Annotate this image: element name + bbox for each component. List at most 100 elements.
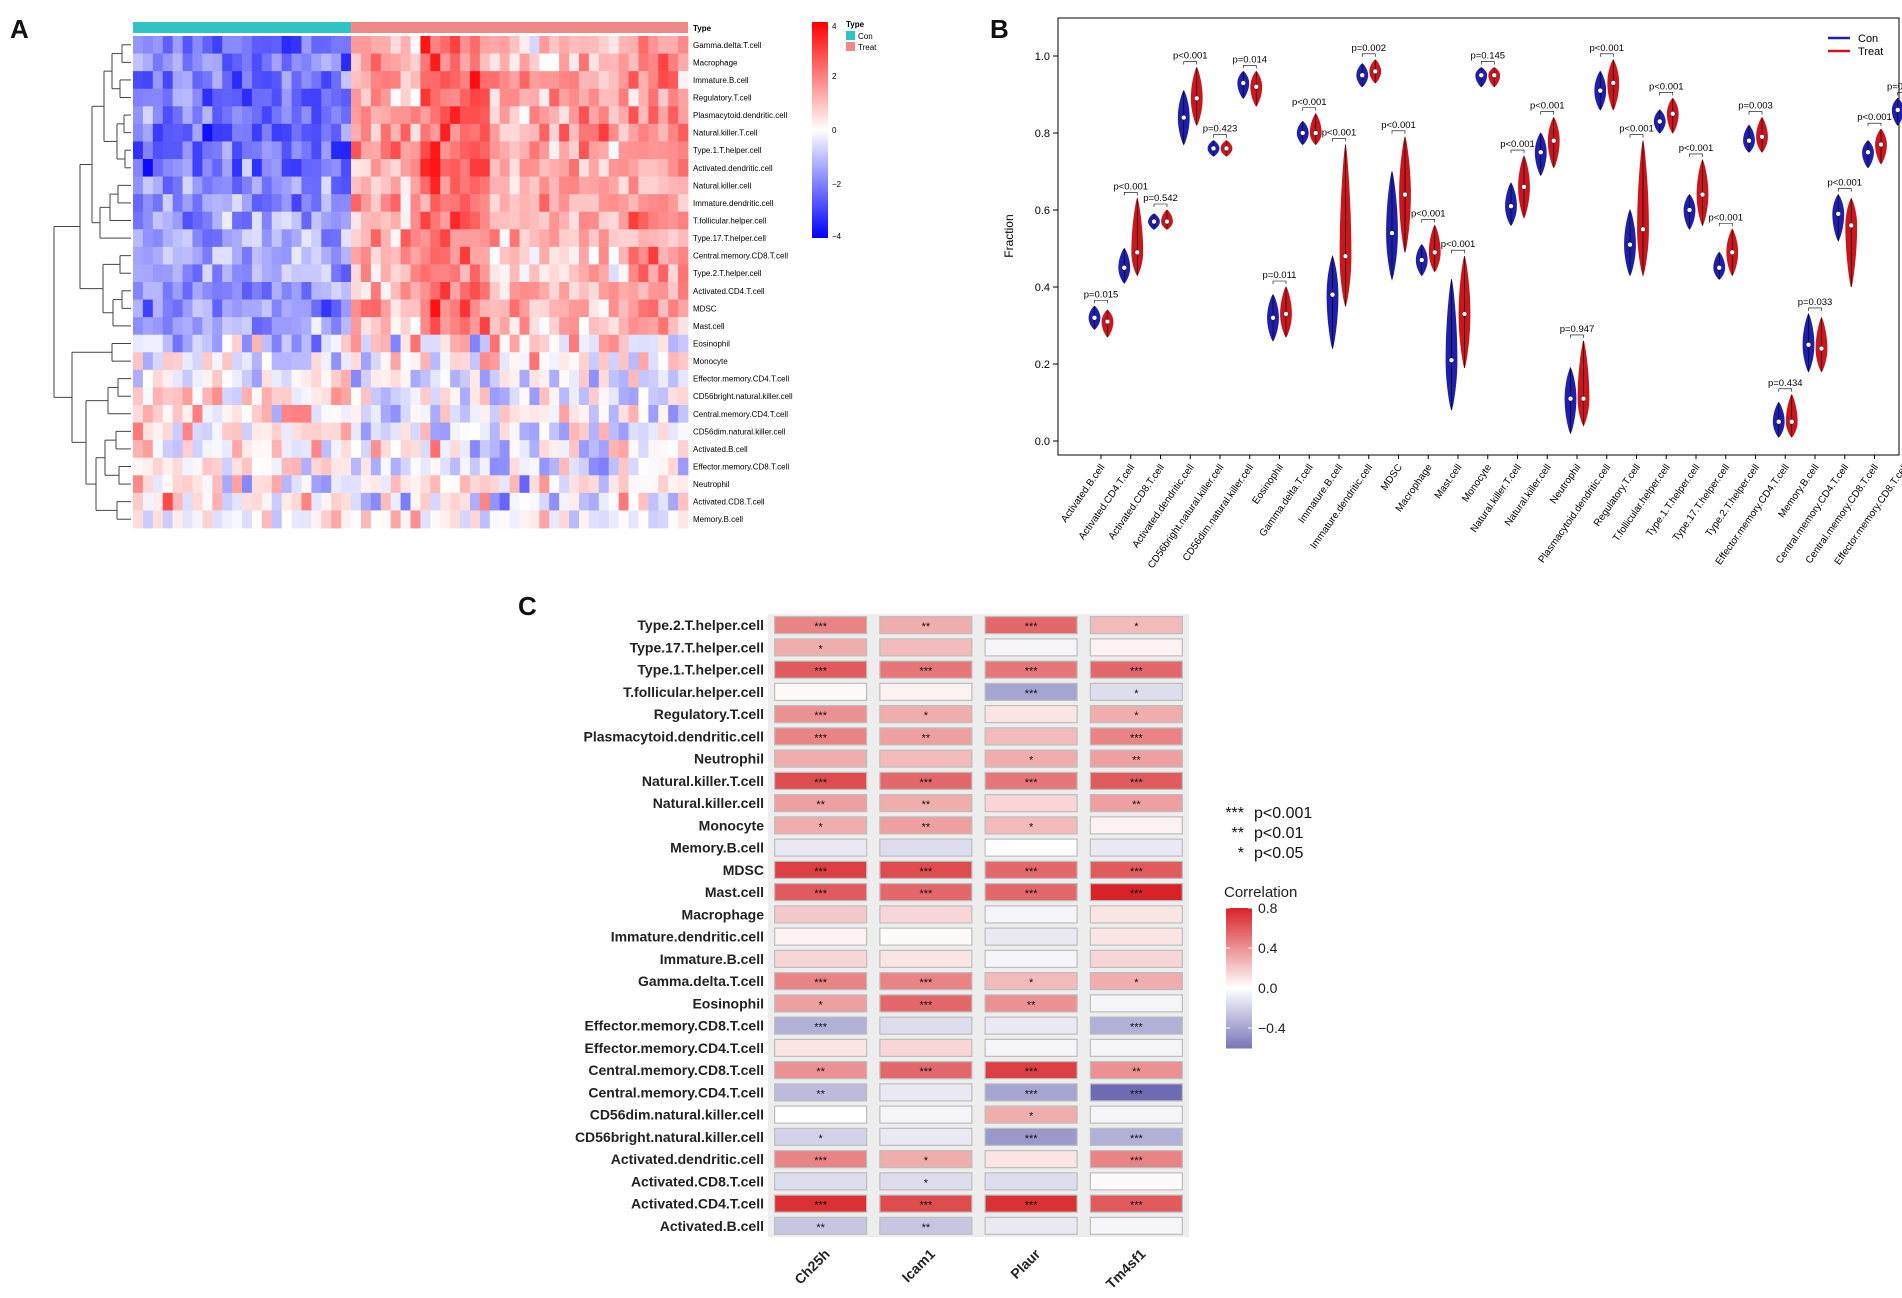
heatmap-cell [430, 475, 441, 494]
heatmap-cell [261, 36, 273, 54]
correlation-cell [984, 1038, 1078, 1057]
heatmap-cell [668, 194, 679, 213]
heatmap-cell [162, 141, 174, 160]
heatmap-cell [450, 246, 461, 265]
colorbar-segment [1226, 1031, 1252, 1035]
heatmap-cell [618, 264, 629, 283]
significance-stars: *** [919, 999, 933, 1011]
heatmap-cell [400, 211, 411, 230]
row-label: Activated.dendritic.cell [611, 1151, 764, 1167]
heatmap-cell [598, 510, 610, 529]
heatmap-cell [301, 492, 312, 511]
heatmap-cell [380, 106, 392, 125]
heatmap-cell [588, 53, 600, 72]
heatmap-row-label: CD56dim.natural.killer.cell [693, 427, 786, 436]
correlation-cell [879, 749, 973, 768]
heatmap-cell [559, 422, 570, 441]
heatmap-cell [608, 71, 620, 90]
heatmap-cell [638, 194, 649, 213]
heatmap-cell [608, 36, 620, 54]
heatmap-cell [380, 53, 392, 72]
heatmap-cell [469, 492, 481, 511]
heatmap-cell [390, 369, 401, 388]
heatmap-cell [142, 194, 154, 213]
heatmap-cell [142, 229, 154, 248]
heatmap-cell [251, 387, 263, 406]
heatmap-cell [172, 176, 183, 195]
heatmap-cell [380, 405, 392, 423]
heatmap-cell [648, 457, 659, 476]
heatmap-cell [648, 71, 659, 90]
significance-stars: *** [1130, 1022, 1144, 1034]
heatmap-cell [360, 299, 372, 318]
heatmap-cell [192, 229, 203, 248]
group-legend-title: Type [846, 20, 865, 29]
heatmap-cell [321, 36, 332, 54]
heatmap-cell [479, 422, 491, 441]
heatmap-cell [212, 211, 223, 230]
heatmap-cell [291, 369, 302, 388]
heatmap-cell [370, 194, 382, 213]
heatmap-cell [559, 264, 570, 283]
heatmap-cell [182, 475, 193, 494]
heatmap-cell [321, 71, 332, 90]
heatmap-cell [192, 405, 203, 423]
heatmap-cell [341, 369, 352, 388]
y-tick-label: 0.6 [1035, 205, 1050, 217]
heatmap-cell [539, 264, 550, 283]
heatmap-cell [658, 475, 669, 494]
heatmap-cell [390, 176, 401, 195]
violin-median [1759, 134, 1765, 140]
heatmap-cell [331, 246, 342, 265]
heatmap-cell [519, 88, 530, 107]
correlation-cell [879, 1194, 973, 1213]
heatmap-cell [608, 369, 620, 388]
heatmap-cell [331, 334, 342, 353]
heatmap-cell [311, 71, 322, 90]
heatmap-cell [232, 440, 243, 459]
significance-stars: ** [1132, 755, 1141, 767]
heatmap-cell [311, 194, 322, 213]
heatmap-cell [628, 141, 639, 160]
heatmap-cell [460, 264, 471, 283]
heatmap-cell [420, 159, 431, 177]
heatmap-cell [341, 71, 352, 90]
heatmap-cell [212, 123, 223, 142]
heatmap-cell [360, 106, 372, 125]
heatmap-cell [410, 246, 421, 265]
heatmap-cell [400, 123, 411, 142]
heatmap-cell [182, 334, 193, 353]
heatmap-cell [420, 53, 431, 72]
heatmap-cell [678, 369, 689, 388]
heatmap-cell [469, 123, 481, 142]
violin-median [1448, 357, 1455, 363]
heatmap-cell [618, 369, 629, 388]
legend-label: Treat [1858, 46, 1883, 58]
legend-label: Con [1858, 33, 1878, 45]
heatmap-cell [430, 282, 441, 300]
correlation-cell [774, 994, 868, 1013]
heatmap-cell [410, 71, 421, 90]
heatmap-cell [281, 123, 292, 142]
heatmap-cell [440, 36, 451, 54]
heatmap-cell [291, 194, 302, 213]
row-label: Memory.B.cell [670, 840, 764, 856]
colorbar-segment [1226, 952, 1252, 956]
violin-median [1240, 80, 1246, 86]
correlation-cell [1089, 994, 1183, 1013]
heatmap-cell [489, 159, 501, 177]
heatmap-cell [311, 457, 322, 476]
heatmap-cell [430, 492, 441, 511]
heatmap-cell [400, 405, 411, 423]
heatmap-cell [271, 334, 283, 353]
heatmap-cell [202, 229, 213, 248]
heatmap-cell [618, 88, 629, 107]
row-label: Plasmacytoid.dendritic.cell [583, 728, 764, 744]
heatmap-cell [608, 176, 620, 195]
heatmap-cell [192, 159, 203, 177]
heatmap-cell [360, 53, 372, 72]
heatmap-cell [539, 282, 550, 300]
heatmap-cell [261, 211, 273, 230]
p-bracket [1480, 61, 1495, 65]
heatmap-cell [291, 405, 302, 423]
